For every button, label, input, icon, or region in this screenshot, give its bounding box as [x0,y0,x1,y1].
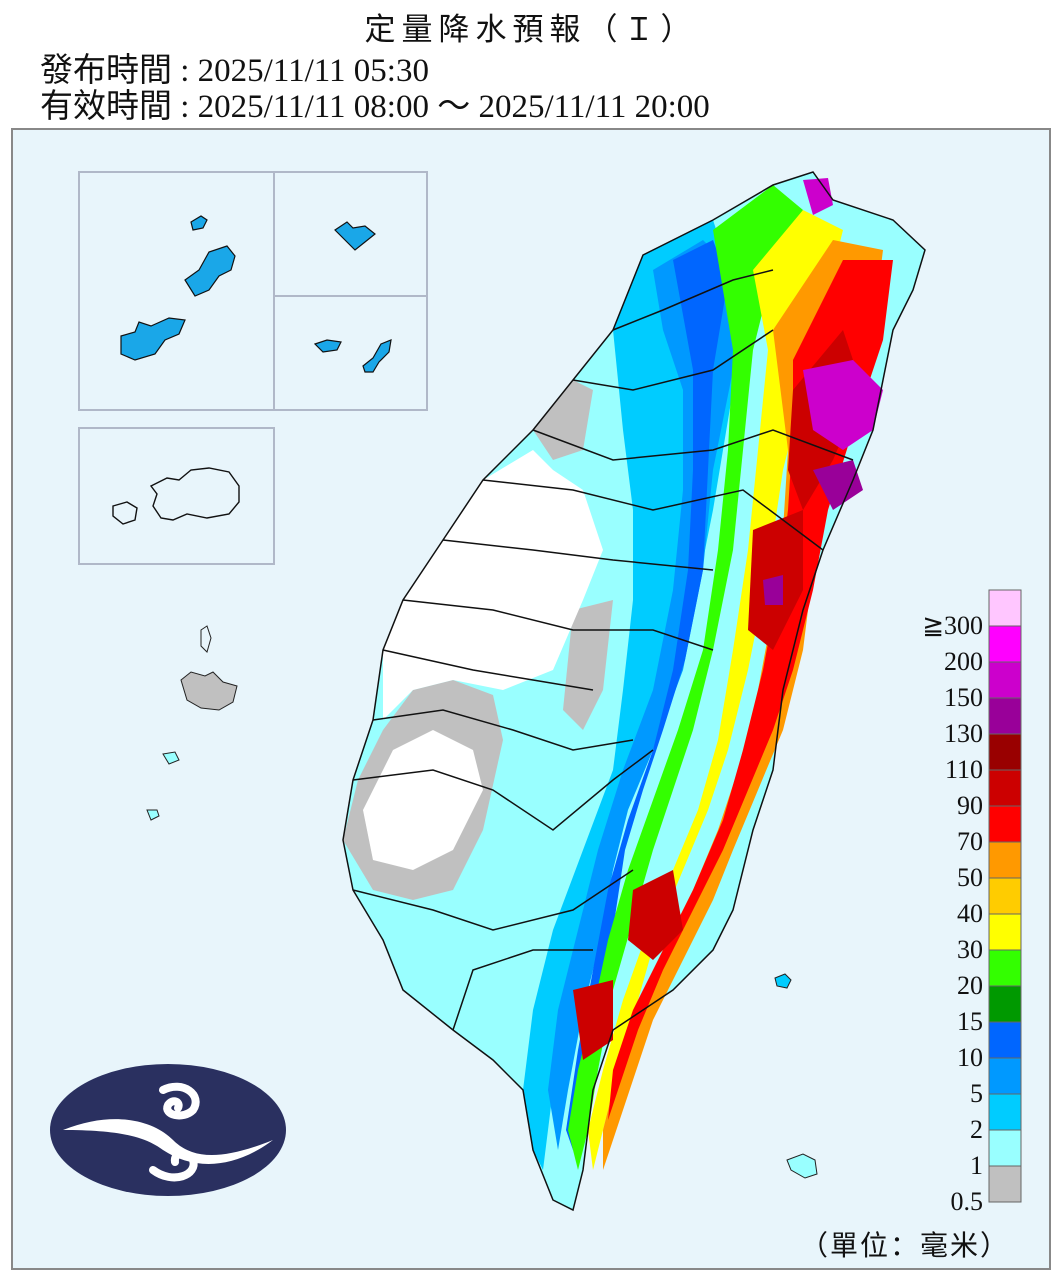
inset-boxes [78,171,428,565]
legend-swatch [988,769,1022,807]
legend-label: 200 [944,647,983,676]
valid-time: 有效時間 : 2025/11/11 08:00 ～ 2025/11/11 20:… [40,89,710,125]
legend-label: 50 [957,863,983,892]
legend-label: 70 [957,827,983,856]
legend-swatch [988,1093,1022,1131]
legend-swatch [988,1165,1022,1203]
kinmen-islands [112,467,240,525]
legend-swatch [988,805,1022,843]
legend-swatch [988,913,1022,951]
legend-swatch [988,733,1022,771]
matsu-islands [120,215,392,373]
legend-swatch [988,1129,1022,1167]
legend-label: 2 [970,1115,983,1144]
legend-label: 130 [944,719,983,748]
legend-label: 30 [957,935,983,964]
legend-swatch [988,1057,1022,1095]
legend-colorbar [988,589,1022,1203]
legend-label: 15 [957,1007,983,1036]
legend-label: ≧300 [922,611,983,640]
legend-label: 5 [970,1079,983,1108]
legend-swatch [988,841,1022,879]
county-boundaries [342,171,926,1212]
legend-swatch [988,625,1022,663]
unit-label: （單位：毫米） [800,1229,1011,1262]
map-title: 定量降水預報（Ｉ） [364,12,698,48]
legend-swatch [988,697,1022,735]
legend-swatch [988,589,1022,627]
legend-swatch [988,985,1022,1023]
legend-label: 0.5 [950,1187,984,1216]
legend-label: 20 [957,971,983,1000]
legend-label: 10 [957,1043,983,1072]
legend-label: 40 [957,899,983,928]
legend-swatch [988,661,1022,699]
legend-swatch [988,1021,1022,1059]
map-canvas [50,171,1022,1212]
legend-label: 110 [944,755,983,784]
east-islands [774,973,818,1179]
penghu-islands [146,625,238,821]
legend-swatch [988,877,1022,915]
issue-time: 發布時間 : 2025/11/11 05:30 [40,53,429,89]
rainfall-map: ≧300 200 150 130 110 90 70 50 40 30 20 15 10 5 2 1 0.5 [11,128,1051,1270]
legend-swatch [988,949,1022,987]
taiwan-rainfall [343,172,925,1210]
cwa-logo [50,1064,286,1196]
legend-label: 90 [957,791,983,820]
legend-label: 1 [970,1151,983,1180]
legend-label: 150 [944,683,983,712]
